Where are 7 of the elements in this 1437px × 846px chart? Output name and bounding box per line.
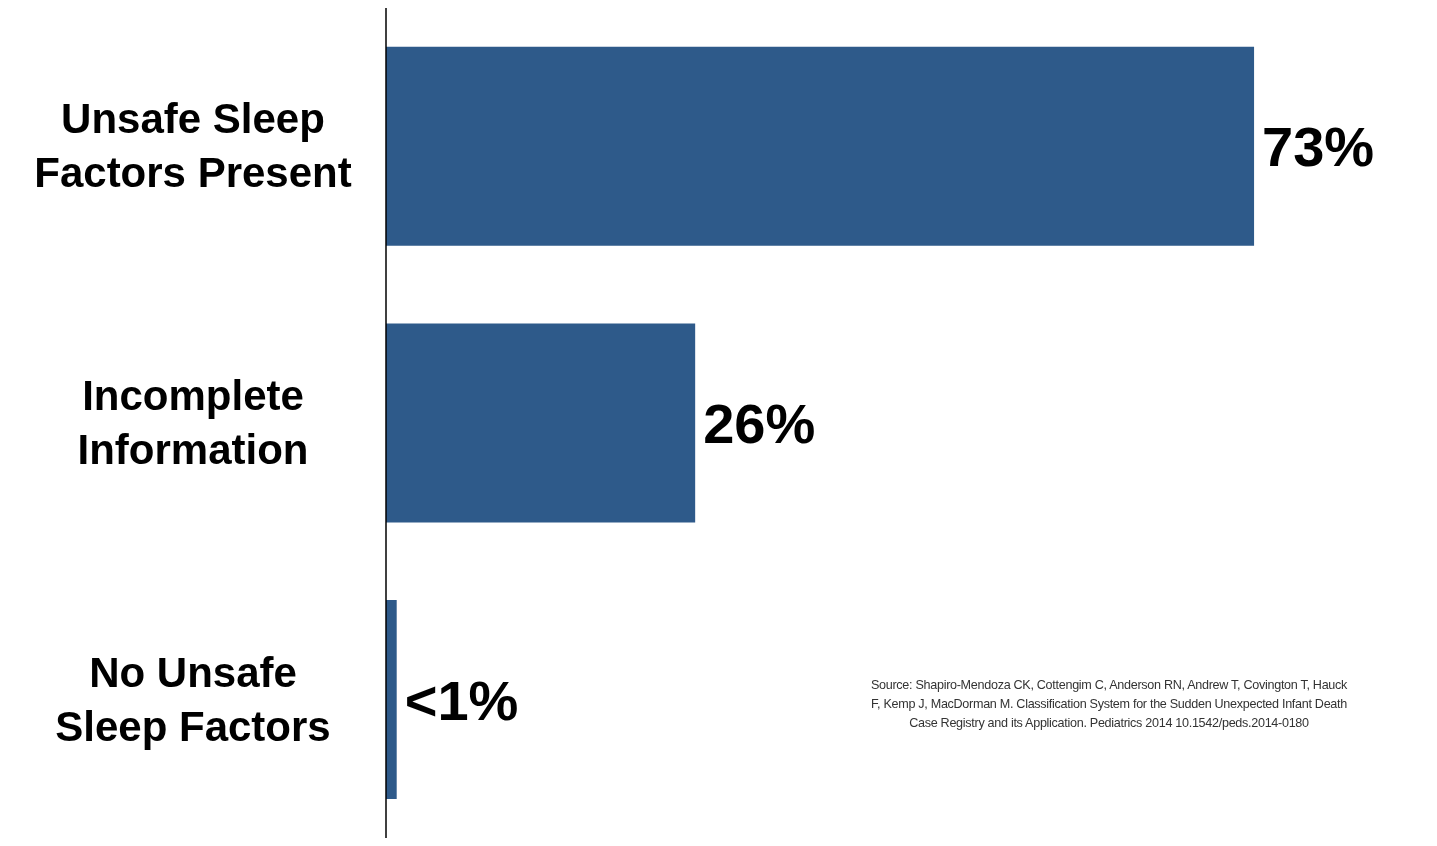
data-label: 73% <box>1262 115 1375 179</box>
data-label: 26% <box>703 391 816 455</box>
y-tick-label: Unsafe Sleep Factors Present <box>34 95 352 197</box>
y-tick-label: No Unsafe Sleep Factors <box>55 648 331 750</box>
y-tick-label: Incomplete Information <box>77 372 309 473</box>
data-label: <1% <box>404 668 519 732</box>
annotation: Source: Shapiro-Mendoza CK, Cottengim C, Anderson RN, Andrew T, Covington T, Hauck F, Kemp J, MacDorman M. Classification System for the Sudden Unexpected Infant Death Case Registry and its Application. Pediatrics 2014 10.1542/peds.2014-0180 <box>870 677 1348 732</box>
